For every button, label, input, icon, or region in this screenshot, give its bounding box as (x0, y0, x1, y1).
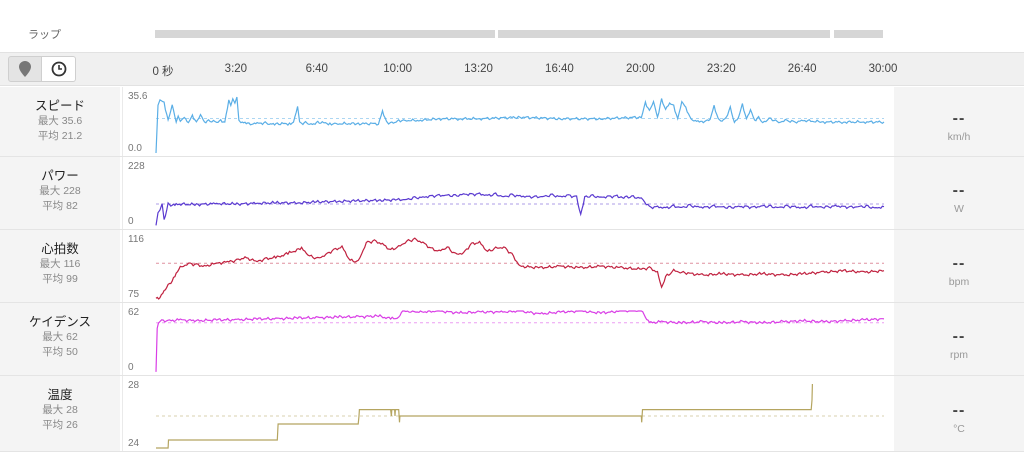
map-pin-icon (19, 61, 31, 77)
time-tick-label: 16:40 (545, 63, 574, 75)
metric-title: パワー (41, 169, 79, 183)
metric-summary: パワー最大 228 平均 82 (0, 157, 120, 229)
metric-chart-svg (155, 237, 885, 300)
time-tick-label: 23:20 (706, 63, 736, 75)
metric-avg: 平均 21.2 (37, 130, 83, 142)
current-value-panel: -- rpm (894, 303, 1024, 375)
metric-max: 最大 35.6 (37, 115, 83, 127)
y-axis-min-label: 0.0 (128, 143, 142, 154)
current-value-panel: -- bpm (894, 230, 1024, 302)
lap-segment[interactable] (498, 30, 831, 38)
current-value-panel: -- °C (894, 376, 1024, 451)
metric-avg: 平均 82 (42, 200, 78, 212)
metric-row-hr: 心拍数最大 116 平均 99 116 75 -- bpm (0, 230, 1024, 303)
metric-title: ケイデンス (28, 315, 91, 329)
unit-label: W (954, 202, 964, 215)
laps-label: ラップ (28, 29, 61, 41)
metric-avg: 平均 50 (42, 346, 78, 358)
metric-row-cadence: ケイデンス最大 62 平均 50 62 0 -- rpm (0, 303, 1024, 376)
clock-icon (51, 61, 66, 77)
metric-max: 最大 28 (42, 404, 78, 416)
y-axis-max-label: 62 (128, 307, 140, 318)
time-tick-label: 10:00 (383, 63, 413, 75)
y-axis-min-label: 0 (128, 216, 134, 227)
time-tick-label: 26:40 (787, 63, 817, 75)
metric-avg: 平均 99 (42, 273, 78, 285)
metric-max: 最大 228 (39, 185, 81, 197)
metric-chart-svg (155, 192, 885, 226)
metric-chart-svg (156, 383, 884, 449)
metric-row-power: パワー最大 228 平均 82 228 0 -- W (0, 157, 1024, 230)
time-tick-label: 3:20 (224, 63, 248, 75)
y-axis-min-label: 24 (128, 438, 140, 449)
series-line (155, 192, 885, 226)
metric-title: 心拍数 (41, 242, 79, 256)
y-axis-max-label: 35.6 (128, 91, 148, 102)
metric-max: 最大 116 (39, 258, 81, 270)
metric-chart[interactable]: 28 24 (122, 376, 886, 451)
metric-summary: 心拍数最大 116 平均 99 (0, 230, 120, 302)
metric-summary: ケイデンス最大 62 平均 50 (0, 303, 120, 375)
current-value: -- (952, 327, 966, 345)
metric-title: 温度 (47, 388, 73, 402)
unit-label: rpm (949, 348, 969, 361)
metric-summary: 温度最大 28 平均 26 (0, 376, 120, 451)
lap-bars (155, 30, 885, 38)
series-line (155, 237, 885, 300)
time-tick-label: 13:20 (464, 63, 493, 75)
metric-chart-svg (155, 310, 885, 372)
time-tick-label: 6:40 (305, 63, 328, 75)
y-axis-max-label: 28 (128, 380, 140, 391)
y-axis-max-label: 228 (128, 161, 145, 172)
current-value: -- (952, 110, 966, 127)
metric-max: 最大 62 (42, 331, 78, 343)
lap-segment[interactable] (155, 30, 495, 38)
metric-summary: スピード最大 35.6 平均 21.2 (0, 87, 120, 156)
metric-row-temp: 温度最大 28 平均 26 28 24 -- °C (0, 376, 1024, 452)
metric-chart[interactable]: 228 0 (122, 157, 886, 229)
y-axis-max-label: 116 (128, 234, 144, 245)
unit-label: °C (953, 423, 965, 435)
metric-chart[interactable]: 62 0 (122, 303, 886, 375)
y-axis-min-label: 0 (128, 362, 134, 373)
lap-segment[interactable] (834, 30, 883, 38)
series-line (155, 96, 885, 154)
series-line (155, 310, 885, 372)
metric-chart[interactable]: 35.6 0.0 (122, 87, 886, 156)
unit-label: bpm (948, 275, 970, 288)
series-line (156, 383, 813, 449)
time-axis-bar: 0 秒 3:20 6:40 10:00 13:20 16:40 20:00 23:20 26:4… (0, 52, 1024, 86)
map-view-button[interactable] (8, 56, 42, 82)
current-value: -- (952, 402, 966, 419)
time-tick-label: 0 秒 (152, 66, 174, 78)
metric-chart[interactable]: 116 75 (122, 230, 886, 302)
current-value: -- (952, 254, 966, 272)
current-value-panel: -- km/h (894, 87, 1024, 156)
metric-chart-svg (155, 96, 885, 154)
time-tick-label: 30:00 (868, 63, 898, 75)
current-value-panel: -- W (894, 157, 1024, 229)
unit-label: km/h (947, 131, 971, 143)
current-value: -- (952, 181, 966, 199)
metric-title: スピード (34, 99, 85, 113)
metric-row-speed: スピード最大 35.6 平均 21.2 35.6 0.0 -- km/h (0, 87, 1024, 157)
y-axis-min-label: 75 (128, 289, 140, 300)
time-tick-label: 20:00 (625, 63, 655, 75)
time-view-button[interactable] (42, 56, 76, 82)
metric-avg: 平均 26 (42, 419, 78, 431)
